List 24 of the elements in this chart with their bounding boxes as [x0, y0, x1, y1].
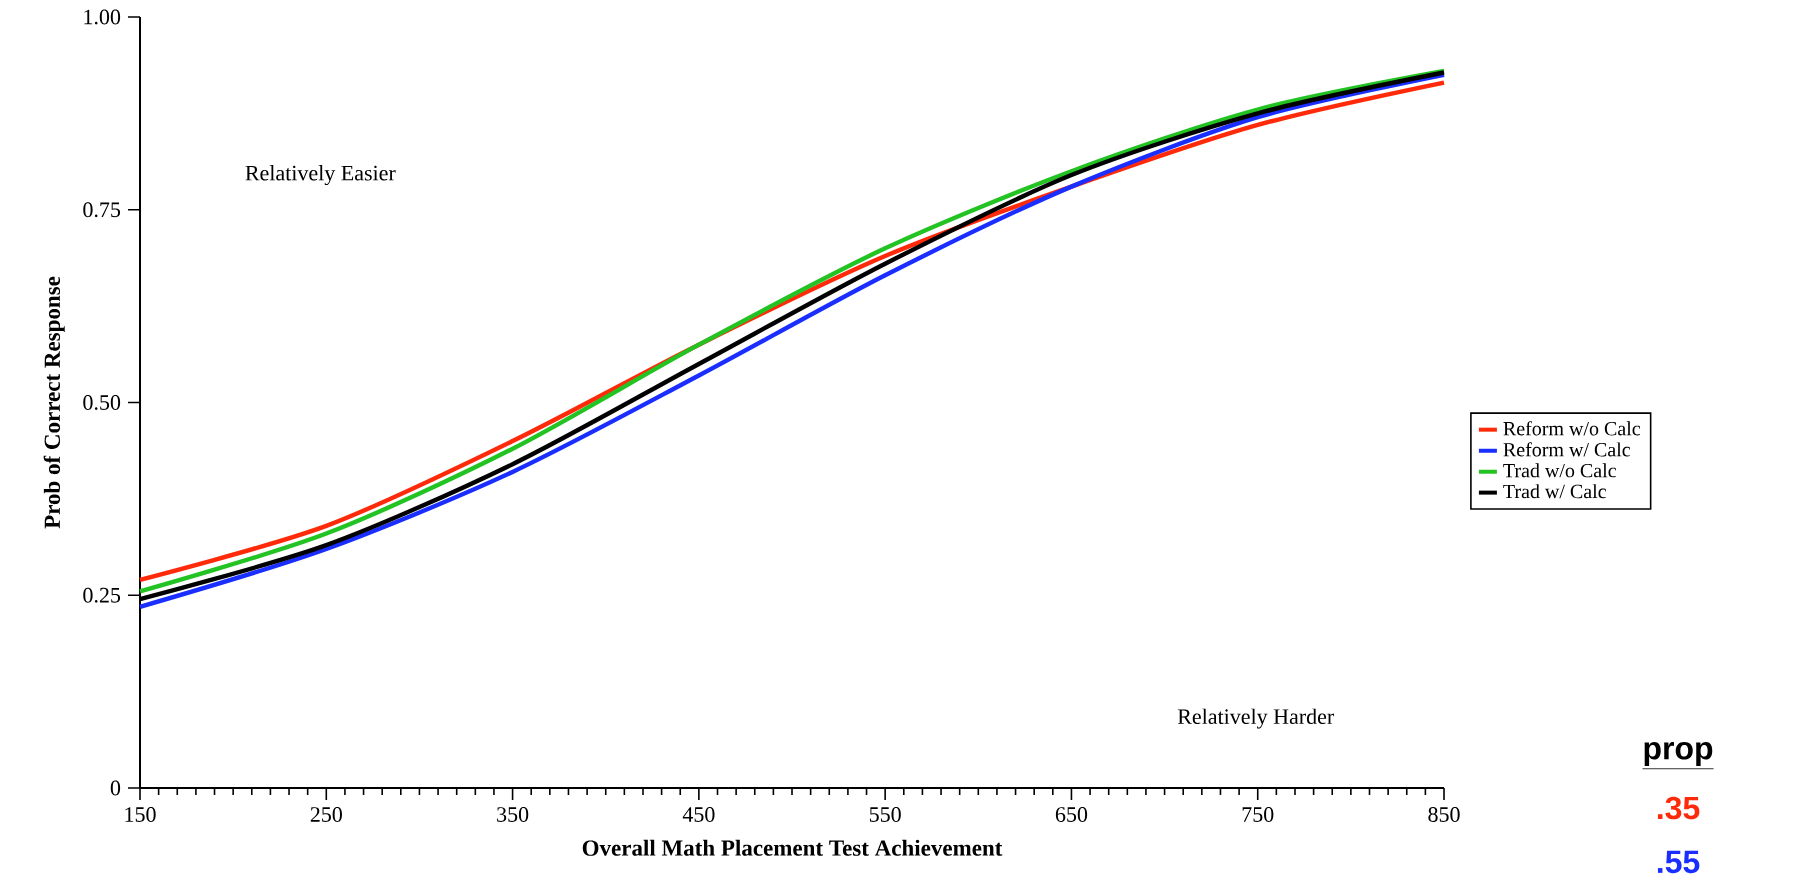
- x-tick-label: 250: [310, 807, 342, 822]
- y-tick-label: 0.75: [83, 202, 121, 218]
- x-tick-label: 750: [1242, 807, 1274, 822]
- x-tick-label: 150: [125, 807, 156, 822]
- annotation: Relatively Easier: [245, 165, 396, 186]
- annotation: Relatively Harder: [1177, 708, 1335, 729]
- x-tick-label: 350: [497, 807, 529, 822]
- x-tick-label: 450: [682, 807, 715, 822]
- x-tick-label: 850: [1428, 807, 1460, 822]
- legend-label: Trad w/o Calc: [1503, 463, 1616, 478]
- legend-label: Reform w/ Calc: [1503, 442, 1631, 457]
- y-tick-label: 1.00: [84, 9, 121, 25]
- y-tick-label: 0.50: [83, 395, 121, 410]
- text: .35: [1657, 796, 1700, 820]
- x-tick-label: 550: [869, 807, 901, 822]
- y-axis-title: Prob of Correct Response: [43, 276, 65, 529]
- legend-label: Reform w/o Calc: [1503, 421, 1641, 436]
- y-tick-label: 0.25: [83, 587, 121, 603]
- text: .55: [1657, 850, 1700, 874]
- legend-label: Trad w/ Calc: [1503, 484, 1606, 499]
- x-axis-title: Overall Math Placement Test Achievement: [582, 839, 1003, 856]
- text: prop: [1644, 742, 1713, 766]
- y-tick-label: 0: [110, 780, 121, 796]
- x-tick-label: 650: [1055, 807, 1088, 822]
